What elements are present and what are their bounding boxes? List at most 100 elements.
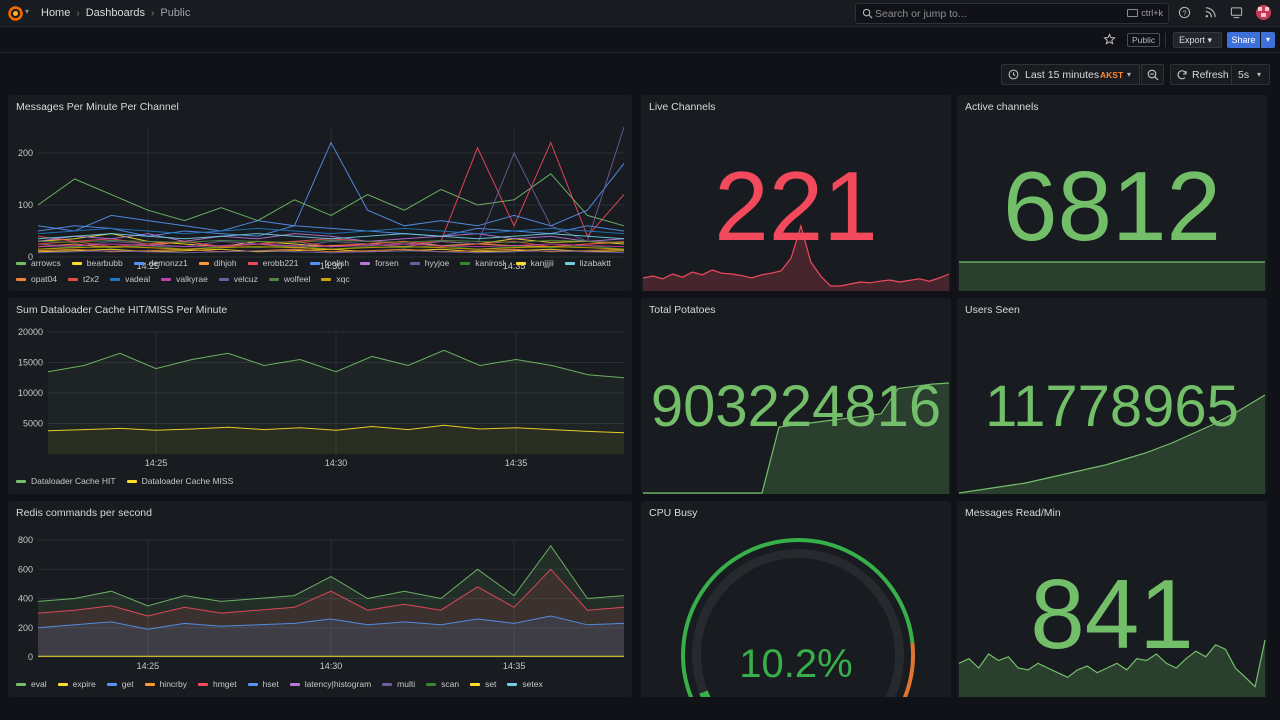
sparkline-line <box>643 382 950 494</box>
search-shortcut-label: ctrl+k <box>1141 8 1163 18</box>
y-tick-label: 400 <box>18 594 33 604</box>
x-tick-label: 14:25 <box>137 261 160 271</box>
legend-item[interactable]: demonzz1 <box>133 258 188 268</box>
legend-item[interactable]: dihjoh <box>198 258 237 268</box>
user-avatar[interactable] <box>1256 5 1271 20</box>
legend-item[interactable]: lizabaktt <box>564 258 611 268</box>
legend-item[interactable]: get <box>106 679 134 689</box>
legend-swatch <box>507 682 518 686</box>
legend-item[interactable]: t2x2 <box>68 274 99 284</box>
panel-messages-read[interactable]: Messages Read/Min 841 <box>957 501 1267 697</box>
legend-item[interactable]: set <box>470 679 496 689</box>
legend-swatch <box>16 479 26 483</box>
legend-item[interactable]: latency|histogram <box>289 679 371 689</box>
legend-label: expire <box>72 679 96 689</box>
chart-legend: Dataloader Cache HIT Dataloader Cache MIS… <box>16 476 626 486</box>
legend-item[interactable]: hmget <box>197 679 237 689</box>
legend-label: dihjoh <box>213 258 237 268</box>
grafana-logo-icon[interactable] <box>7 5 24 22</box>
legend-item[interactable]: wolfeel <box>268 274 310 284</box>
legend-item[interactable]: forsen <box>360 258 399 268</box>
legend-swatch <box>564 261 575 265</box>
panel-messages-per-minute[interactable]: Messages Per Minute Per Channel 0 100 200 1… <box>8 95 632 291</box>
legend-item[interactable]: Dataloader Cache MISS <box>126 476 233 486</box>
panel-live-channels[interactable]: Live Channels 221 <box>641 95 951 291</box>
y-tick-label: 0 <box>28 252 33 262</box>
legend-item[interactable]: xqc <box>321 274 350 284</box>
series-line <box>37 615 625 630</box>
chevron-down-icon: ▾ <box>1265 35 1270 44</box>
legend-item[interactable]: scan <box>426 679 459 689</box>
legend-swatch <box>321 277 332 281</box>
legend-item[interactable]: arrowcs <box>16 258 61 268</box>
legend-swatch <box>218 277 229 281</box>
panel-cpu-busy[interactable]: CPU Busy 10.2% <box>641 501 951 697</box>
legend-item[interactable]: velcuz <box>218 274 258 284</box>
y-tick-label: 200 <box>18 148 33 158</box>
legend-item[interactable]: vadeal <box>110 274 150 284</box>
legend-item[interactable]: eval <box>16 679 47 689</box>
legend-item[interactable]: Dataloader Cache HIT <box>16 476 116 486</box>
refresh-button[interactable]: Refresh <box>1170 64 1232 85</box>
legend-swatch <box>247 682 258 686</box>
panel-active-channels[interactable]: Active channels 6812 <box>957 95 1267 291</box>
panel-redis-commands[interactable]: Redis commands per second 0 200 400 600 800 1… <box>8 501 632 697</box>
breadcrumb: Home › Dashboards › Public <box>41 7 190 19</box>
legend-item[interactable]: foolish <box>309 258 349 268</box>
legend-item[interactable]: setex <box>507 679 543 689</box>
legend-swatch <box>309 261 320 265</box>
share-button[interactable]: Share <box>1227 32 1260 48</box>
sparkline-area <box>643 383 949 494</box>
gauge-fill <box>699 690 711 697</box>
search-placeholder: Search or jump to... <box>875 8 967 20</box>
redis-timeseries-chart[interactable]: 0 200 400 600 800 14:25 14:30 14:35 <box>8 525 632 680</box>
legend-item[interactable]: hyyjoe <box>409 258 450 268</box>
search-input[interactable]: Search or jump to... ctrl+k <box>855 3 1169 24</box>
legend-item[interactable]: expire <box>57 679 96 689</box>
legend-label: valkyrae <box>176 274 208 284</box>
share-dropdown-button[interactable]: ▾ <box>1261 32 1275 48</box>
legend-item[interactable]: kanjjjii <box>515 258 554 268</box>
cache-timeseries-chart[interactable]: 5000 10000 15000 20000 14:25 14:30 14:35 <box>8 322 632 472</box>
legend-item[interactable]: kanirosl <box>460 258 505 268</box>
legend-label: lizabaktt <box>579 258 611 268</box>
legend-swatch <box>460 261 471 265</box>
legend-item[interactable]: hincrby <box>144 679 187 689</box>
legend-item[interactable]: opat04 <box>16 274 57 284</box>
legend-item[interactable]: hset <box>247 679 279 689</box>
panel-total-potatoes[interactable]: Total Potatoes 903224816 <box>641 298 951 494</box>
legend-item[interactable]: erobb221 <box>247 258 299 268</box>
zoom-out-button[interactable] <box>1141 64 1164 85</box>
legend-label: get <box>121 679 134 689</box>
chart-legend: eval expire get hincrby hmget hset latency|his… <box>16 679 626 689</box>
legend-swatch <box>360 261 371 265</box>
panel-users-seen[interactable]: Users Seen 11778965 <box>957 298 1267 494</box>
legend-swatch <box>68 277 78 281</box>
chevron-down-icon[interactable]: ▾ <box>25 7 30 16</box>
breadcrumb-dashboards[interactable]: Dashboards <box>85 7 146 19</box>
refresh-icon <box>1177 70 1187 80</box>
time-range-picker[interactable]: Last 15 minutes AKST ▾ <box>1001 64 1140 85</box>
messages-timeseries-chart[interactable]: 0 100 200 14:25 14:30 14:35 <box>8 119 632 279</box>
star-icon[interactable] <box>1103 33 1116 46</box>
x-tick-label: 14:35 <box>503 661 526 671</box>
panel-cache-hit-miss[interactable]: Sum Dataloader Cache HIT/MISS Per Minute… <box>8 298 632 494</box>
series-line <box>37 126 625 248</box>
legend-item[interactable]: valkyrae <box>161 274 208 284</box>
legend-item[interactable]: multi <box>382 679 415 689</box>
refresh-interval-picker[interactable]: 5s ▾ <box>1232 64 1270 85</box>
export-button[interactable]: Export ▾ <box>1173 32 1222 48</box>
breadcrumb-home[interactable]: Home <box>41 7 71 19</box>
legend-label: kanirosl <box>475 258 505 268</box>
breadcrumb-current: Public <box>160 7 191 19</box>
legend-label: hyyjoe <box>424 258 450 268</box>
help-icon[interactable]: ? <box>1178 6 1191 19</box>
legend-item[interactable]: bearbubb <box>71 258 123 268</box>
rss-icon[interactable] <box>1204 6 1217 19</box>
legend-label: kanjjjii <box>530 258 554 268</box>
x-tick-label: 14:25 <box>137 661 160 671</box>
keyboard-icon <box>1127 9 1139 17</box>
monitor-icon[interactable] <box>1230 6 1243 19</box>
series-line <box>37 233 625 240</box>
x-tick-label: 14:30 <box>320 661 343 671</box>
